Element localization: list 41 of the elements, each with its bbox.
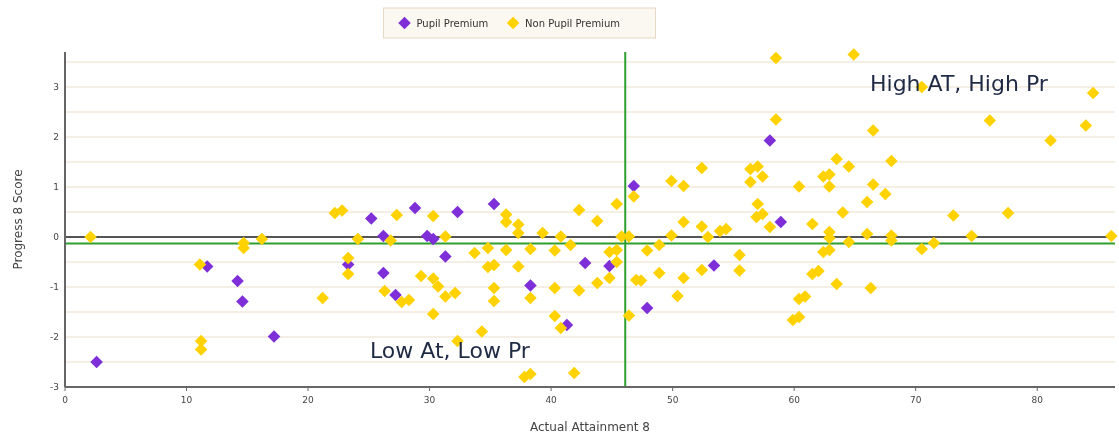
- y-tick-label: -2: [50, 332, 59, 343]
- y-tick-label: 3: [53, 82, 59, 93]
- y-tick-label: -3: [50, 382, 59, 393]
- point: [236, 295, 249, 308]
- point: [774, 215, 788, 229]
- annotation: Low At, Low Pr: [370, 337, 531, 363]
- point: [451, 205, 464, 219]
- point: [578, 256, 592, 270]
- y-tick-label: -1: [50, 282, 59, 293]
- point: [627, 179, 641, 193]
- x-tick-label: 0: [62, 395, 69, 405]
- point: [389, 288, 402, 302]
- point: [426, 232, 440, 246]
- x-tick-label: 30: [423, 395, 436, 405]
- y-tick-label: 2: [53, 132, 59, 143]
- point: [231, 274, 244, 288]
- point: [524, 279, 537, 292]
- point: [90, 355, 103, 369]
- point: [267, 330, 281, 343]
- legend-label: Non Pupil Premium: [525, 17, 620, 29]
- point: [640, 301, 654, 315]
- x-tick-label: 50: [666, 395, 679, 405]
- y-axis-title: Progress 8 Score: [11, 169, 25, 270]
- point: [707, 259, 721, 272]
- y-tick-label: 1: [53, 182, 59, 193]
- point: [364, 212, 378, 225]
- point: [377, 266, 390, 280]
- x-tick-label: 40: [545, 395, 558, 405]
- x-tick-label: 10: [180, 395, 193, 405]
- x-tick-label: 60: [788, 395, 801, 405]
- point: [487, 197, 501, 211]
- x-tick-label: 80: [1031, 395, 1044, 405]
- point: [439, 250, 452, 263]
- y-tick-label: 0: [53, 232, 60, 243]
- annotation: High AT, High Pr: [870, 70, 1049, 96]
- x-tick-label: 70: [909, 395, 922, 405]
- point: [763, 134, 777, 147]
- x-axis-title: Actual Attainment 8: [530, 420, 650, 434]
- legend-label: Pupil Premium: [416, 17, 489, 29]
- point: [408, 201, 422, 215]
- x-tick-label: 20: [302, 395, 315, 405]
